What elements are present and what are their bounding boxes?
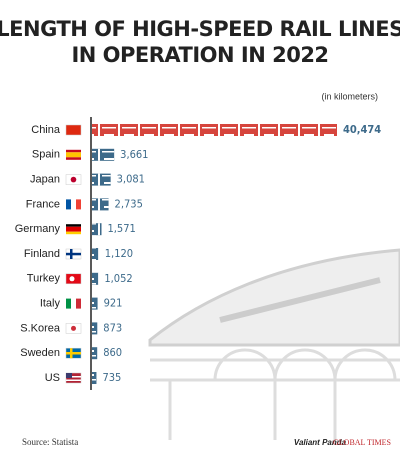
- flag-part: [66, 157, 81, 160]
- category-label: S.Korea: [20, 322, 61, 334]
- category-label: Turkey: [27, 273, 61, 285]
- category-label: Finland: [24, 248, 60, 260]
- bar-pattern: [92, 322, 98, 335]
- flag-part: [66, 379, 81, 381]
- flag-part: [66, 226, 81, 232]
- flag: [66, 224, 81, 235]
- category-label: France: [26, 198, 60, 210]
- category-label: Sweden: [20, 347, 60, 359]
- bar-pattern: [92, 223, 102, 236]
- flag: [65, 248, 82, 260]
- flag: [66, 149, 81, 160]
- category-label: Spain: [32, 149, 60, 161]
- flag-part: [65, 124, 82, 136]
- background-illustration: [148, 248, 400, 440]
- flag-part: [66, 199, 71, 210]
- flag: [65, 174, 82, 185]
- flag-part: [76, 199, 81, 210]
- chart-title: IN OPERATION IN 2022: [71, 43, 328, 67]
- flag-part: [71, 325, 76, 331]
- bar-pattern: [92, 347, 98, 360]
- value-label: 1,052: [104, 272, 132, 285]
- bar-pattern: [92, 148, 115, 161]
- category-label: Germany: [15, 223, 61, 235]
- flag-part: [66, 149, 81, 153]
- flag-part: [71, 298, 76, 309]
- source: Source: Statista: [22, 437, 78, 447]
- value-label: 873: [103, 321, 122, 334]
- bar-pattern: [92, 198, 109, 211]
- value-label: 735: [102, 371, 121, 384]
- category-label: Japan: [30, 174, 60, 186]
- flag: [66, 199, 81, 210]
- flag-part: [66, 376, 81, 378]
- flag-part: [69, 276, 75, 282]
- flag-part: [66, 298, 71, 309]
- bar-pattern: [92, 124, 337, 136]
- value-label: 921: [104, 297, 123, 310]
- subtitle: (in kilometers): [321, 91, 378, 101]
- chart-title: LENGTH OF HIGH-SPEED RAIL LINES: [0, 17, 400, 41]
- flag-part: [66, 252, 81, 256]
- flag-part: [66, 373, 72, 378]
- flag-part: [66, 231, 81, 235]
- bar-pattern: [92, 297, 98, 310]
- flag: [65, 347, 82, 359]
- value-label: 1,571: [108, 222, 136, 235]
- logo: GLOBAL TIMES: [333, 438, 391, 447]
- flag: [65, 372, 82, 384]
- flag: [65, 273, 82, 285]
- flag: [65, 323, 82, 334]
- logo: Valiant Panda: [294, 438, 347, 447]
- flag: [65, 124, 82, 136]
- bar-pattern: [92, 272, 99, 285]
- flag-part: [66, 152, 81, 158]
- value-label: 1,120: [105, 247, 133, 260]
- value-label: 860: [103, 346, 122, 359]
- category-label: Italy: [40, 298, 61, 310]
- value-label: 3,661: [120, 148, 148, 161]
- bar-pattern: [92, 248, 99, 260]
- value-label: 3,081: [117, 173, 145, 186]
- flag-part: [76, 298, 81, 309]
- value-label: 2,735: [115, 197, 143, 210]
- bar-pattern: [92, 372, 97, 384]
- flag-part: [66, 352, 81, 355]
- value-label: 40,474: [343, 123, 381, 136]
- bar-pattern: [92, 173, 111, 186]
- flag-part: [66, 224, 81, 227]
- flag: [66, 298, 81, 309]
- flag-part: [71, 199, 76, 210]
- category-label: US: [45, 372, 60, 384]
- flag-part: [70, 176, 77, 183]
- category-label: China: [31, 124, 61, 136]
